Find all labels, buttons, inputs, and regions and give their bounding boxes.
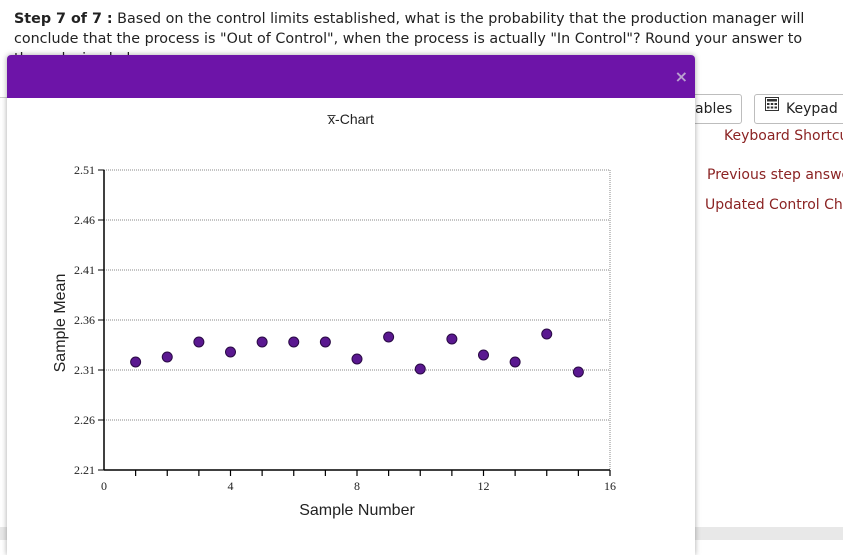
data-point <box>509 356 521 368</box>
data-point <box>288 336 300 348</box>
x-tick-label: 12 <box>478 479 490 493</box>
x-tick-label: 8 <box>354 479 360 493</box>
y-tick-label: 2.46 <box>74 213 95 227</box>
data-point <box>478 349 489 361</box>
data-point <box>130 356 142 368</box>
step-label: Step 7 of 7 : <box>14 11 113 27</box>
chart-modal: × x̅-Chart 2.21 2.26 2.31 2.36 2.41 2.46 2.51 0 4… <box>7 55 695 555</box>
y-tick-label: 2.21 <box>74 463 95 477</box>
divider <box>0 97 8 98</box>
modal-header: × <box>7 55 695 98</box>
tables-button-label: ables <box>695 101 733 117</box>
keypad-button-label: Keypad <box>786 101 838 117</box>
keypad-icon <box>765 93 779 121</box>
y-tick-label: 2.51 <box>74 163 95 177</box>
previous-step-link[interactable]: Previous step answer <box>707 167 843 183</box>
data-point <box>225 346 236 358</box>
data-point <box>572 366 584 378</box>
x-tick-label: 16 <box>604 479 616 493</box>
keypad-button[interactable]: Keypad <box>754 94 843 124</box>
x-axis-title: Sample Number <box>299 502 415 519</box>
xbar-chart: x̅-Chart 2.21 2.26 2.31 2.36 2.41 2.46 2.51 0 4 8 1… <box>52 111 616 519</box>
x-tick-label: 4 <box>228 479 234 493</box>
data-point <box>541 328 553 340</box>
updated-control-chart-link[interactable]: Updated Control Cha <box>705 197 843 213</box>
data-point <box>256 336 268 348</box>
data-point <box>383 331 395 343</box>
data-point <box>193 336 205 348</box>
data-point <box>351 353 363 365</box>
data-point <box>414 363 426 375</box>
y-tick-label: 2.36 <box>74 313 95 327</box>
x-tick-label: 0 <box>101 479 107 493</box>
chart-title: x̅-Chart <box>326 111 374 127</box>
keyboard-shortcuts-link[interactable]: Keyboard Shortcut <box>724 128 843 144</box>
data-point <box>319 336 331 348</box>
y-axis-title: Sample Mean <box>52 274 69 373</box>
data-point <box>446 333 458 345</box>
close-icon[interactable]: × <box>674 67 688 86</box>
y-tick-label: 2.31 <box>74 363 95 377</box>
y-tick-label: 2.26 <box>74 413 95 427</box>
data-point <box>161 351 173 363</box>
y-tick-label: 2.41 <box>74 263 95 277</box>
